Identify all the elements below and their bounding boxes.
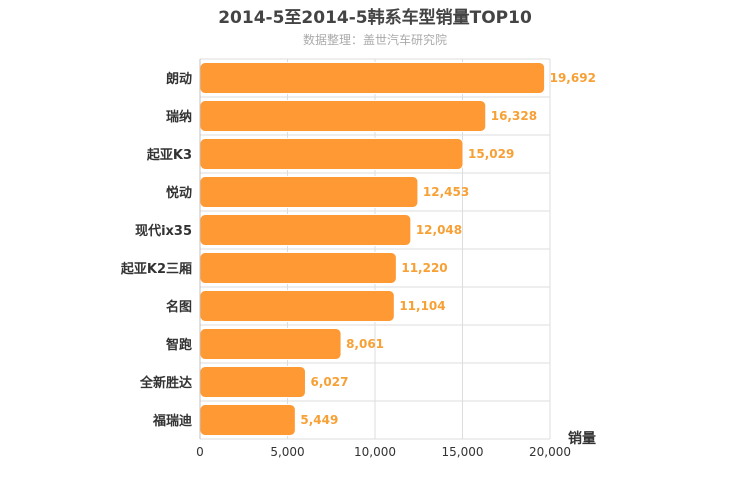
category-label: 现代ix35: [135, 223, 192, 239]
grid-lines: [200, 58, 551, 440]
chart-title: 2014-5至2014-5韩系车型销量TOP10: [218, 8, 532, 28]
value-labels: 19,692 16,328 15,029 12,453 12,048 11,220 11,1…: [300, 71, 596, 427]
value-label: 11,220: [401, 261, 447, 275]
bar[interactable]: [199, 100, 487, 132]
x-axis-title: 销量: [568, 430, 596, 447]
category-label: 福瑞迪: [152, 413, 192, 429]
bar[interactable]: [199, 366, 306, 398]
x-tick-label: 20,000: [529, 445, 571, 459]
category-label: 起亚K2三厢: [120, 261, 192, 277]
category-label: 悦动: [166, 185, 192, 201]
category-label: 智跑: [166, 337, 192, 353]
value-label: 16,328: [491, 109, 537, 123]
value-label: 19,692: [550, 71, 596, 85]
bar[interactable]: [199, 252, 397, 284]
category-label: 全新胜达: [139, 375, 192, 391]
bar[interactable]: [199, 404, 296, 436]
bar[interactable]: [199, 62, 546, 94]
bar[interactable]: [199, 214, 412, 246]
chart-subtitle: 数据整理：盖世汽车研究院: [302, 33, 447, 47]
value-label: 8,061: [346, 337, 384, 351]
value-label: 12,048: [416, 223, 462, 237]
value-label: 12,453: [423, 185, 469, 199]
bars: [199, 62, 546, 436]
bar[interactable]: [199, 176, 419, 208]
x-tick-label: 10,000: [354, 445, 396, 459]
x-tick-labels: 0 5,000 10,000 15,000 20,000: [196, 445, 571, 459]
value-label: 6,027: [310, 375, 348, 389]
value-label: 11,104: [399, 299, 445, 313]
bar[interactable]: [199, 328, 342, 360]
x-tick-label: 15,000: [442, 445, 484, 459]
category-label: 朗动: [166, 71, 192, 87]
bar[interactable]: [199, 290, 395, 322]
value-label: 15,029: [468, 147, 514, 161]
category-label: 瑞纳: [166, 109, 192, 125]
category-label: 起亚K3: [146, 147, 192, 163]
value-label: 5,449: [300, 413, 338, 427]
x-tick-label: 0: [196, 445, 204, 459]
bar[interactable]: [199, 138, 464, 170]
x-tick-label: 5,000: [270, 445, 304, 459]
category-label: 名图: [166, 299, 192, 315]
